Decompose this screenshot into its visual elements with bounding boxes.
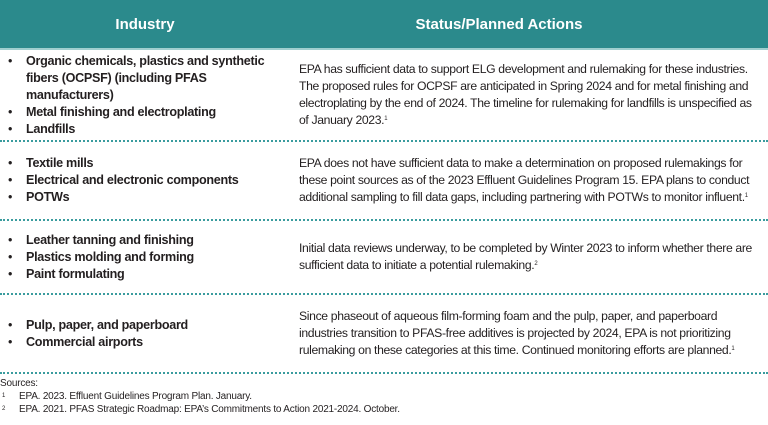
table-header: Industry Status/Planned Actions bbox=[0, 0, 768, 50]
bullet-icon: • bbox=[8, 53, 13, 68]
bullet-icon: • bbox=[8, 190, 13, 204]
footnote-ref: 1 bbox=[384, 116, 388, 122]
table-row: • Pulp, paper, and paperboard • Commercial… bbox=[0, 295, 768, 374]
list-item: • Electrical and electronic components bbox=[8, 173, 239, 187]
bullet-icon: • bbox=[8, 249, 13, 264]
footnote-ref: 2 bbox=[534, 261, 538, 267]
industry-list: • Textile mills • Electrical and electroni… bbox=[0, 142, 290, 219]
list-item: • Pulp, paper, and paperboard bbox=[8, 317, 188, 332]
list-item: • Metal finishing and electroplating bbox=[8, 104, 216, 119]
bullet-icon: • bbox=[8, 173, 13, 187]
table-row: • Organic chemicals, plastics and synthet… bbox=[0, 50, 768, 142]
source-number: 1 bbox=[2, 393, 6, 399]
footnote-ref: 1 bbox=[731, 346, 735, 352]
header-industry: Industry bbox=[115, 15, 175, 33]
table-row: • Leather tanning and finishing • Plastics… bbox=[0, 221, 768, 295]
sources: Sources: 1 EPA. 2023. Effluent Guidelines… bbox=[0, 374, 768, 416]
industry-list: • Pulp, paper, and paperboard • Commercial… bbox=[0, 295, 290, 372]
bullet-icon: • bbox=[8, 104, 13, 119]
bullet-icon: • bbox=[8, 334, 13, 349]
pfas-elg-table: Industry Status/Planned Actions • Organic… bbox=[0, 0, 768, 374]
header-status: Status/Planned Actions bbox=[415, 15, 583, 33]
source-item: 1 EPA. 2023. Effluent Guidelines Program … bbox=[2, 391, 252, 402]
status-cell: EPA has sufficient data to support ELG d… bbox=[299, 62, 752, 127]
source-item: 2 EPA. 2021. PFAS Strategic Roadmap: EPA’… bbox=[2, 404, 400, 415]
list-item: • Plastics molding and forming bbox=[8, 249, 194, 264]
sources-title: Sources: bbox=[0, 378, 38, 389]
bullet-icon: • bbox=[8, 156, 13, 170]
source-number: 2 bbox=[2, 406, 6, 412]
bullet-icon: • bbox=[8, 266, 13, 281]
status-cell: Initial data reviews underway, to be com… bbox=[299, 241, 752, 272]
list-item: • Commercial airports bbox=[8, 334, 143, 349]
list-item: • Paint formulating bbox=[8, 266, 125, 281]
list-item: • Textile mills bbox=[8, 156, 94, 170]
bullet-icon: • bbox=[8, 317, 13, 332]
status-cell: Since phaseout of aqueous film-forming f… bbox=[299, 309, 735, 357]
bullet-icon: • bbox=[8, 121, 13, 136]
list-item: • Landfills bbox=[8, 121, 76, 136]
industry-list: • Leather tanning and finishing • Plastics… bbox=[0, 221, 290, 293]
list-item: • POTWs bbox=[8, 190, 70, 204]
status-cell: EPA does not have sufficient data to mak… bbox=[299, 156, 750, 204]
industry-list: • Organic chemicals, plastics and synthet… bbox=[0, 50, 290, 140]
bullet-icon: • bbox=[8, 232, 13, 247]
table-row: • Textile mills • Electrical and electroni… bbox=[0, 142, 768, 221]
footnote-ref: 1 bbox=[744, 193, 748, 199]
list-item: • Organic chemicals, plastics and synthet… bbox=[8, 53, 265, 102]
list-item: • Leather tanning and finishing bbox=[8, 232, 194, 247]
